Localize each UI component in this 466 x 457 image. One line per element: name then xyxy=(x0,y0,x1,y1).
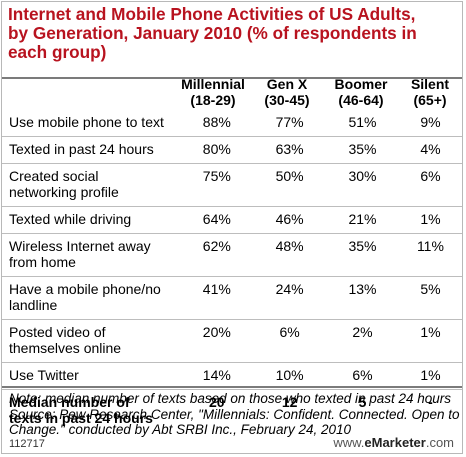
brand-credit: www.eMarketer.com xyxy=(333,435,454,450)
title-line: Internet and Mobile Phone Activities of … xyxy=(8,4,416,24)
row-label: Use Twitter xyxy=(2,362,181,390)
table-row: Posted video of themselves online 20% 6% 2% 1… xyxy=(2,319,462,363)
cell-value: 4% xyxy=(398,136,462,164)
column-header-silent: Silent (65+) xyxy=(398,76,462,108)
row-label-line: Posted video of xyxy=(9,324,106,340)
column-header-millennial: Millennial (18-29) xyxy=(176,76,250,108)
cell-value: 1% xyxy=(398,319,462,363)
row-label: Median number of texts in past 24 hours xyxy=(2,389,181,432)
column-name: Gen X xyxy=(266,76,308,92)
title-line: by Generation, January 2010 (% of respon… xyxy=(8,23,417,43)
cell-value: 63% xyxy=(253,136,327,164)
column-range: (65+) xyxy=(413,92,447,108)
row-label-line: from home xyxy=(9,254,76,270)
cell-value: 75% xyxy=(180,163,254,207)
column-range: (30-45) xyxy=(264,92,310,108)
cell-value: 13% xyxy=(326,276,399,320)
cell-value: 80% xyxy=(180,136,254,164)
brand-prefix: www. xyxy=(333,435,365,450)
cell-value: 20 xyxy=(180,389,254,432)
column-name: Boomer xyxy=(334,76,388,92)
cell-value: 62% xyxy=(180,233,254,277)
cell-value: 88% xyxy=(202,114,231,130)
cell-value: 14% xyxy=(180,362,254,390)
table-row: Have a mobile phone/no landline 41% 24% 13% 5… xyxy=(2,276,462,320)
data-table: Use mobile phone to text 88% 77% 51% 9% Texte… xyxy=(2,110,462,432)
chart-id: 112717 xyxy=(9,438,45,450)
column-name: Silent xyxy=(410,76,450,92)
brand-suffix: .com xyxy=(425,435,454,450)
cell-value: 11% xyxy=(398,233,462,277)
row-label: Texted while driving xyxy=(2,206,181,234)
row-label-line: texts in past 24 hours xyxy=(9,410,153,426)
cell-value: 64% xyxy=(180,206,254,234)
row-label-line: Have a mobile phone/no xyxy=(9,281,161,297)
column-name: Millennial xyxy=(181,76,245,92)
row-label-line: Texted in past 24 hours xyxy=(9,141,154,157)
table-row-median: Median number of texts in past 24 hours 20… xyxy=(2,389,462,432)
row-label: Use mobile phone to text xyxy=(2,110,180,137)
cell-value: 21% xyxy=(326,206,399,234)
row-label-line: Texted while driving xyxy=(9,211,132,227)
row-label-line: Median number of xyxy=(9,394,130,410)
row-label: Have a mobile phone/no landline xyxy=(2,276,181,320)
row-label: Created social networking profile xyxy=(2,163,181,207)
cell-value: 41% xyxy=(180,276,254,320)
cell-value: 35% xyxy=(326,136,399,164)
table-row: Wireless Internet away from home 62% 48% 35%… xyxy=(2,233,462,277)
table-row: Created social networking profile 75% 50% 30… xyxy=(2,163,462,207)
row-label-line: Use mobile phone to text xyxy=(9,114,164,130)
header-rule xyxy=(2,77,462,79)
cell-value: 1% xyxy=(398,206,462,234)
row-label-line: networking profile xyxy=(9,184,119,200)
cell-value: 35% xyxy=(326,233,399,277)
row-label: Posted video of themselves online xyxy=(2,319,181,363)
note-line: Source: Pew Research Center, "Millennial… xyxy=(9,406,460,422)
chart-title: Internet and Mobile Phone Activities of … xyxy=(8,5,460,62)
cell-value: - xyxy=(398,389,462,432)
cell-value: 48% xyxy=(253,233,327,277)
cell-value: 1% xyxy=(398,362,462,390)
table-row: Use mobile phone to text 88% 77% 51% 9% xyxy=(2,110,462,137)
footer-rule xyxy=(2,386,462,388)
cell-value: 12 xyxy=(253,389,327,432)
cell-value: 9% xyxy=(420,114,441,130)
cell-value: 5 xyxy=(326,389,399,432)
brand-name: eMarketer xyxy=(364,435,426,450)
source-note: Note: median number of texts based on th… xyxy=(9,391,460,438)
note-line: Note: median number of texts based on th… xyxy=(9,391,452,406)
row-label-line: themselves online xyxy=(9,340,122,356)
cell-value: 2% xyxy=(326,319,399,363)
cell-value: 77% xyxy=(275,114,304,130)
cell-value: 5% xyxy=(398,276,462,320)
table-row: Texted while driving 64% 46% 21% 1% xyxy=(2,206,462,234)
row-label: Wireless Internet away from home xyxy=(2,233,181,277)
column-range: (46-64) xyxy=(338,92,384,108)
cell-value: 51% xyxy=(348,114,377,130)
row-label-line: Wireless Internet away xyxy=(9,238,151,254)
cell-value: 20% xyxy=(180,319,254,363)
column-header-genx: Gen X (30-45) xyxy=(250,76,324,108)
row-label-line: landline xyxy=(9,297,58,313)
title-line: each group) xyxy=(8,42,107,62)
cell-value: 6% xyxy=(398,163,462,207)
cell-value: 30% xyxy=(326,163,399,207)
row-label-line: Use Twitter xyxy=(9,367,79,383)
table-row: Texted in past 24 hours 80% 63% 35% 4% xyxy=(2,136,462,164)
row-label: Texted in past 24 hours xyxy=(2,136,181,164)
cell-value: 6% xyxy=(253,319,327,363)
note-line: Change." conducted by Abt SRBI Inc., Feb… xyxy=(9,422,351,437)
cell-value: 10% xyxy=(253,362,327,390)
row-label-line: Created social xyxy=(9,168,99,184)
column-range: (18-29) xyxy=(190,92,236,108)
table-row: Use Twitter 14% 10% 6% 1% xyxy=(2,362,462,390)
column-header-boomer: Boomer (46-64) xyxy=(324,76,398,108)
cell-value: 6% xyxy=(326,362,399,390)
cell-value: 24% xyxy=(253,276,327,320)
cell-value: 46% xyxy=(253,206,327,234)
cell-value: 50% xyxy=(253,163,327,207)
